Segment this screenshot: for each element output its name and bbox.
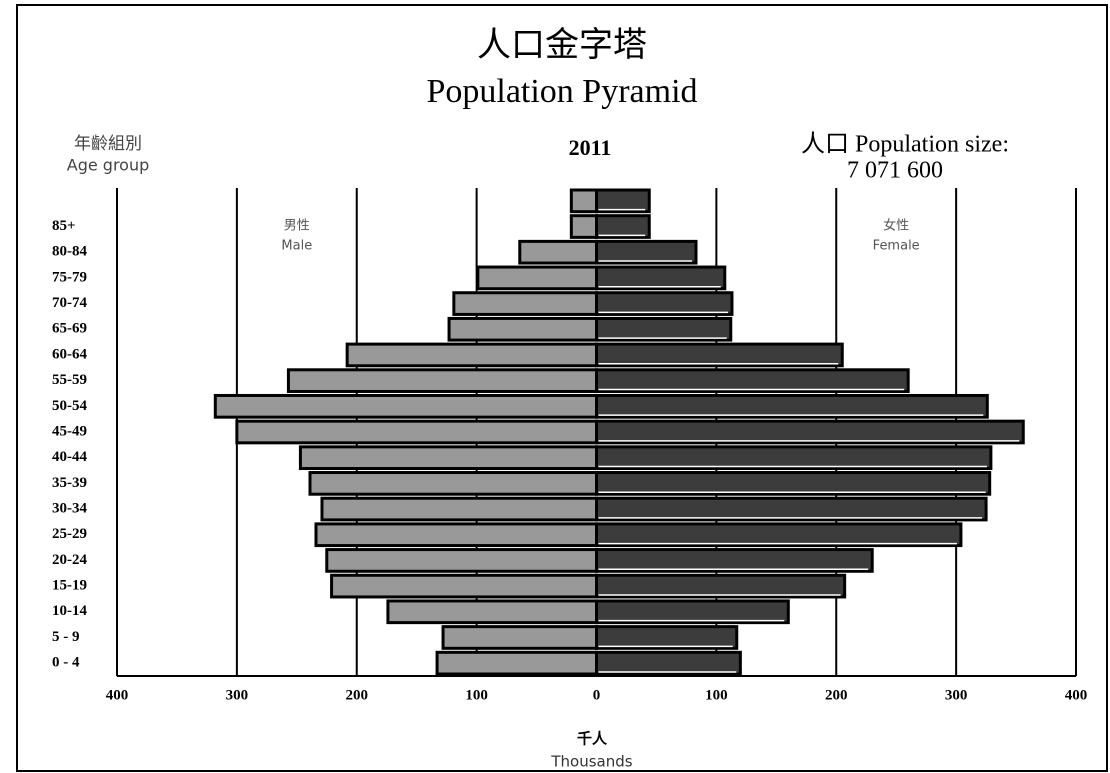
bar [320, 496, 598, 522]
bar [595, 342, 844, 368]
y-tick-label: 55-59 [52, 372, 87, 388]
bar [595, 239, 698, 265]
bar [325, 548, 598, 573]
y-tick-label: 35-39 [52, 475, 87, 491]
y-tick-label: 45-49 [52, 423, 87, 439]
x-tick-label: 400 [1065, 687, 1088, 703]
y-tick-label: 15-19 [52, 578, 87, 594]
bar [518, 239, 599, 265]
y-tick-label: 85+ [52, 218, 76, 234]
bar [595, 419, 1025, 445]
bar [595, 265, 727, 291]
frame [16, 4, 1108, 772]
bar [595, 496, 988, 522]
y-axis-label: 年齡組別 [74, 134, 142, 154]
x-axis-label-en: Thousands [550, 753, 632, 771]
bar [298, 445, 598, 471]
bar [441, 625, 598, 650]
x-tick-label: 100 [705, 687, 728, 703]
y-tick-label: 0 - 4 [52, 655, 80, 671]
y-tick-label: 50-54 [52, 398, 87, 414]
bar [286, 368, 598, 393]
y-tick-label: 25-29 [52, 526, 87, 542]
bar [435, 650, 598, 676]
bar [595, 573, 847, 599]
x-tick-label: 200 [825, 687, 848, 703]
y-axis-label-en: Age group [67, 156, 150, 175]
bar [595, 471, 992, 496]
chart-subtitle: Population Pyramid [426, 73, 697, 110]
y-tick-label: 5 - 9 [52, 629, 80, 645]
y-tick-label: 40-44 [52, 449, 87, 465]
x-tick-label: 0 [593, 687, 601, 703]
bar [386, 599, 599, 625]
x-axis-label: 千人 [577, 730, 608, 747]
x-tick-label: 300 [226, 687, 249, 703]
bar [595, 291, 734, 316]
legend-label: 男性 [284, 219, 310, 234]
y-tick-label: 80-84 [52, 244, 87, 260]
x-tick-label: 200 [346, 687, 369, 703]
bar [595, 188, 651, 214]
legend-label-en: Male [281, 239, 312, 254]
bar [235, 419, 598, 445]
x-tick-label: 100 [465, 687, 488, 703]
bar [569, 188, 598, 214]
y-tick-label: 75-79 [52, 269, 87, 285]
bar [330, 573, 598, 599]
bar [595, 368, 910, 393]
population-label: 人口 Population size: [801, 132, 1009, 158]
bar [476, 265, 599, 291]
bar [595, 548, 874, 573]
legend-label: 女性 [883, 218, 909, 234]
y-tick-label: 30-34 [52, 500, 87, 516]
bar [452, 291, 598, 316]
legend-label-en: Female [873, 239, 920, 254]
bar [595, 316, 733, 342]
bar [595, 445, 993, 471]
x-tick-label: 400 [106, 687, 129, 703]
bar [595, 522, 963, 548]
y-tick-label: 65-69 [52, 321, 87, 337]
population-value: 7 071 600 [847, 158, 943, 184]
bar [345, 342, 598, 368]
bar [595, 599, 790, 625]
bar [595, 625, 739, 650]
bar [447, 316, 598, 342]
y-tick-label: 60-64 [52, 346, 87, 362]
bar [595, 393, 989, 419]
bar [308, 471, 598, 496]
bar [569, 214, 598, 239]
bar [213, 393, 599, 419]
bar [595, 650, 742, 676]
year: 2011 [569, 135, 612, 160]
chart-title: 人口金字塔 [477, 26, 647, 64]
y-tick-label: 20-24 [52, 552, 87, 568]
x-tick-label: 300 [945, 687, 968, 703]
bar [314, 522, 598, 548]
y-tick-label: 10-14 [52, 603, 87, 619]
bar [595, 214, 651, 239]
y-tick-label: 70-74 [52, 295, 87, 311]
